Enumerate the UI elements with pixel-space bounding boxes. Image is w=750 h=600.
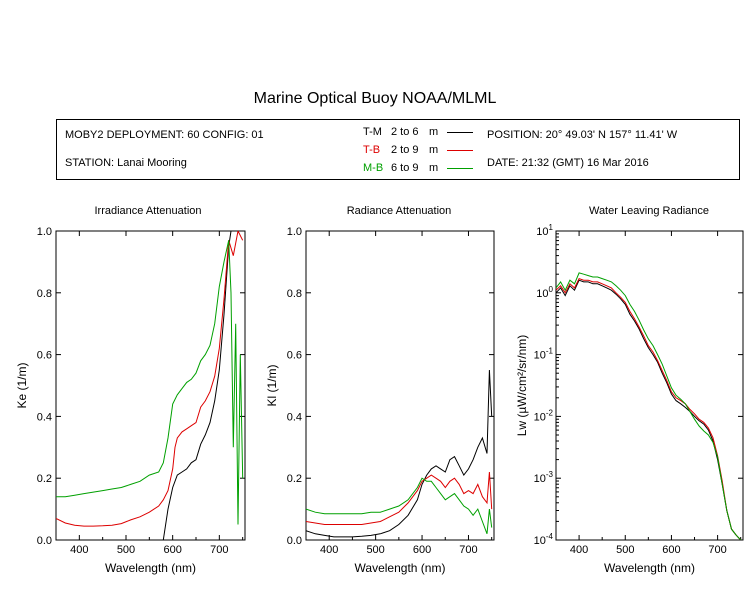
y-tick-label: 0.0 — [37, 535, 52, 547]
y-tick-label: 0.2 — [287, 473, 302, 485]
legend-line-mb — [447, 168, 473, 169]
x-axis-label: Wavelength (nm) — [105, 561, 196, 575]
x-tick-label: 600 — [163, 544, 181, 556]
y-tick-label: 0.0 — [287, 535, 302, 547]
x-tick-label: 700 — [210, 544, 228, 556]
legend-label-mb: M-B — [363, 162, 384, 174]
x-axis-label: Wavelength (nm) — [355, 561, 446, 575]
x-tick-label: 400 — [70, 544, 88, 556]
y-tick-label: 10-2 — [534, 408, 554, 423]
legend-unit-mb: m — [429, 162, 439, 174]
series-line-m-b — [556, 272, 742, 540]
legend-line-tb — [447, 150, 473, 151]
y-tick-label: 0.4 — [37, 411, 52, 423]
y-tick-label: 10-3 — [534, 470, 554, 485]
y-tick-label: 10-1 — [534, 347, 554, 362]
y-axis-label: Kl (1/m) — [265, 364, 279, 406]
x-tick-label: 500 — [366, 544, 384, 556]
series-line-t-b — [56, 231, 244, 527]
series-line-t-m — [162, 231, 232, 540]
x-tick-label: 500 — [117, 544, 135, 556]
x-tick-label: 500 — [616, 544, 634, 556]
x-tick-label: 700 — [708, 544, 726, 556]
station-text: STATION: Lanai Mooring — [65, 157, 187, 169]
x-tick-label: 700 — [459, 544, 477, 556]
y-tick-label: 0.2 — [37, 473, 52, 485]
x-tick-label: 400 — [570, 544, 588, 556]
deployment-text: MOBY2 DEPLOYMENT: 60 CONFIG: 01 — [65, 129, 264, 141]
legend-label-tm: T-M — [363, 126, 382, 138]
y-tick-label: 1.0 — [37, 226, 52, 238]
series-line-t-m — [556, 279, 742, 540]
series-line-t-b — [556, 277, 742, 540]
y-axis-label: Ke (1/m) — [15, 362, 29, 408]
legend-range-mb: 6 to 9 — [391, 162, 419, 174]
legend-range-tm: 2 to 6 — [391, 126, 419, 138]
panel-title-irradiance: Irradiance Attenuation — [94, 205, 202, 217]
plot-frame-0 — [55, 230, 246, 541]
y-tick-label: 0.6 — [37, 350, 52, 362]
panel-title-water-leaving: Water Leaving Radiance — [588, 205, 710, 217]
series-line-t-m — [306, 369, 493, 538]
y-tick-label: 1.0 — [287, 226, 302, 238]
panel-title-radiance: Radiance Attenuation — [346, 205, 452, 217]
date-text: DATE: 21:32 (GMT) 16 Mar 2016 — [487, 157, 649, 169]
y-tick-label: 100 — [536, 285, 553, 300]
info-box: MOBY2 DEPLOYMENT: 60 CONFIG: 01 STATION:… — [56, 119, 740, 180]
y-tick-label: 0.8 — [287, 288, 302, 300]
legend-range-tb: 2 to 9 — [391, 144, 419, 156]
y-tick-label: 0.4 — [287, 411, 302, 423]
legend-unit-tm: m — [429, 126, 439, 138]
plot-frame-2 — [555, 230, 744, 541]
position-text: POSITION: 20° 49.03' N 157° 11.41' W — [487, 129, 678, 141]
x-axis-label: Wavelength (nm) — [604, 561, 695, 575]
legend-unit-tb: m — [429, 144, 439, 156]
series-line-m-b — [306, 477, 493, 534]
y-tick-label: 101 — [536, 223, 553, 238]
series-line-t-b — [306, 471, 493, 525]
legend-label-tb: T-B — [363, 144, 381, 156]
series-line-m-b — [56, 240, 244, 525]
x-tick-label: 400 — [320, 544, 338, 556]
plot-frame-1 — [305, 230, 495, 541]
y-tick-label: 0.8 — [37, 288, 52, 300]
x-tick-label: 600 — [662, 544, 680, 556]
legend-line-tm — [447, 132, 473, 133]
y-axis-label: Lw (µW/cm²/sr/nm) — [515, 335, 529, 437]
y-tick-label: 0.6 — [287, 350, 302, 362]
chart-title: Marine Optical Buoy NOAA/MLML — [253, 90, 497, 107]
x-tick-label: 600 — [413, 544, 431, 556]
y-tick-label: 10-4 — [534, 532, 554, 547]
